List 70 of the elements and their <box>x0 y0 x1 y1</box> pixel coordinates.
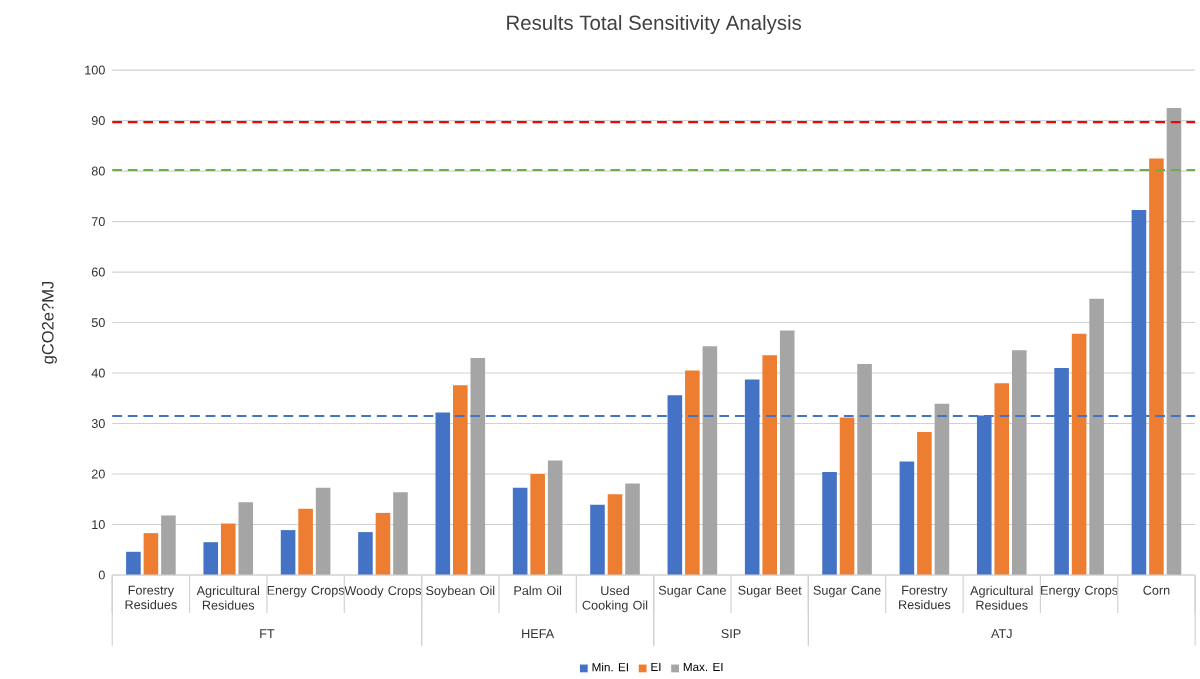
y-tick-label: 80 <box>91 166 105 176</box>
y-tick-label: 50 <box>91 318 105 327</box>
y-tick-label: 90 <box>91 116 105 125</box>
bar <box>899 461 915 575</box>
bar <box>1166 107 1182 575</box>
text: FT <box>260 629 275 638</box>
bar <box>762 355 778 575</box>
bar <box>1011 350 1027 575</box>
bar <box>393 492 408 575</box>
y-tick-label: 20 <box>91 469 105 479</box>
bar <box>822 471 837 575</box>
y-tick-label: 0 <box>98 570 105 580</box>
y-tick-label: 100 <box>85 65 105 75</box>
bar <box>512 487 528 575</box>
x-tick-label: Woody Crops <box>344 585 422 598</box>
x-tick-label: Soybean Oil <box>426 585 495 598</box>
bar <box>547 460 563 575</box>
legend-label: Min. EI <box>592 662 628 672</box>
bar <box>470 357 486 575</box>
bar <box>1149 158 1164 575</box>
legend-label: Max. EI <box>683 662 723 672</box>
bar <box>358 532 373 575</box>
x-tick-label: Agricultural Residues <box>970 585 1033 610</box>
y-tick-label: 40 <box>91 368 105 378</box>
x-tick-label: Sugar Cane <box>813 585 881 598</box>
bar <box>607 494 623 575</box>
x-tick-label: Forestry Residues <box>899 585 951 610</box>
bar <box>375 512 391 575</box>
y-tick-label: 70 <box>91 217 105 226</box>
bar <box>315 487 331 575</box>
bar <box>917 432 932 575</box>
legend-label: EI <box>651 662 661 671</box>
bar <box>685 370 700 575</box>
x-tick-label: Sugar Cane <box>658 585 726 598</box>
bar <box>625 483 640 575</box>
y-tick-label: 60 <box>91 267 105 277</box>
bar <box>590 504 605 575</box>
x-tick-label: Sugar Beet <box>738 585 802 598</box>
bar <box>994 383 1010 575</box>
text: SIP <box>721 629 741 639</box>
bar <box>1071 333 1087 575</box>
bar <box>298 508 313 575</box>
bar <box>1089 298 1104 575</box>
y-axis-title: gCO2e?MJ <box>41 281 57 364</box>
x-tick-label: Energy Crops <box>1041 585 1118 598</box>
text: ATJ <box>991 629 1012 638</box>
bar <box>143 533 159 575</box>
x-tick-label: Corn <box>1143 585 1170 595</box>
bar <box>453 385 468 575</box>
x-tick-label: Used Cooking Oil <box>582 585 648 613</box>
bar <box>839 417 855 575</box>
bar <box>161 515 176 575</box>
bar <box>934 403 950 575</box>
bar <box>238 502 254 575</box>
bar <box>203 542 219 575</box>
text: HEFA <box>522 629 555 638</box>
y-tick-label: 10 <box>92 520 105 529</box>
bar <box>779 330 795 575</box>
bar <box>220 523 236 575</box>
y-tick-label: 30 <box>91 419 105 428</box>
bar <box>530 473 545 575</box>
bar <box>126 551 141 575</box>
chart-title: Results Total Sensitivity Analysis <box>507 14 802 35</box>
bar <box>857 363 872 575</box>
x-tick-label: Energy Crops <box>267 585 345 598</box>
bar <box>702 346 718 575</box>
x-tick-label: Agricultural Residues <box>196 585 260 610</box>
x-tick-label: Forestry Residues <box>125 585 177 610</box>
x-tick-label: Palm Oil <box>514 585 562 596</box>
bar <box>280 530 296 575</box>
